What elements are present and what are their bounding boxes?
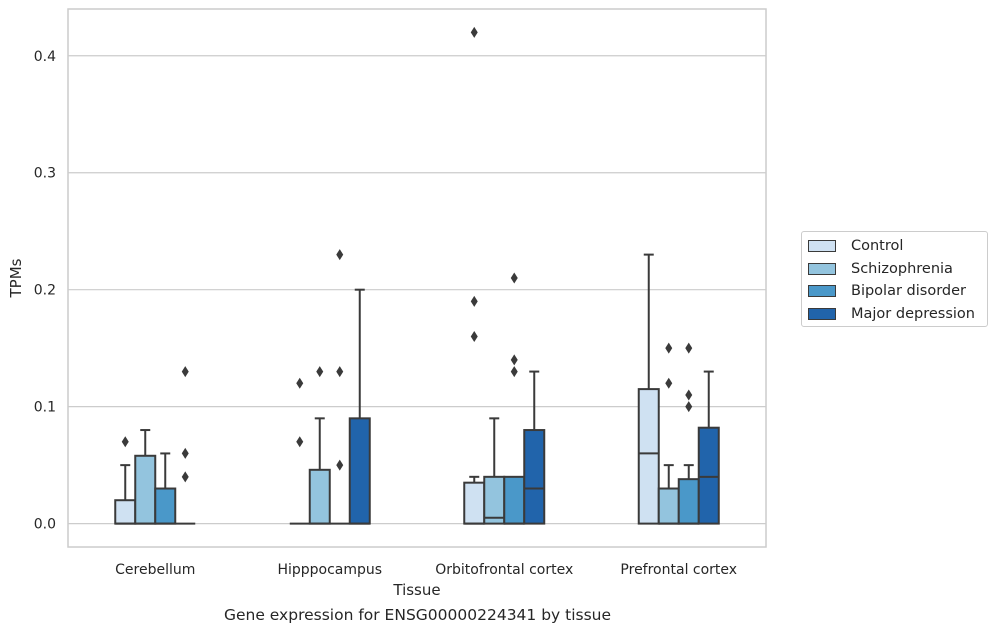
outlier-point (665, 342, 673, 354)
box-control (463, 26, 486, 525)
box-body (637, 388, 660, 525)
outlier-point (336, 459, 344, 471)
box-control (289, 377, 310, 525)
box-bipolar-disorder (677, 342, 700, 525)
outlier-point (685, 342, 693, 354)
box-body (154, 487, 177, 525)
legend-swatch-control (808, 240, 836, 253)
outlier-point (316, 366, 324, 378)
box-schizophrenia (308, 366, 331, 525)
box-body (523, 429, 546, 525)
y-tick-label: 0.2 (34, 283, 56, 299)
legend-label-control: Control (851, 238, 904, 255)
box-bipolar-disorder (503, 272, 526, 525)
legend-label-schizophrenia: Schizophrenia (851, 260, 953, 277)
y-tick-label: 0.3 (34, 166, 56, 182)
box-body (503, 475, 526, 525)
chart-caption: Gene expression for ENSG00000224341 by t… (223, 606, 612, 624)
grid-lines (68, 55, 766, 525)
box-bipolar-disorder (329, 249, 350, 525)
outlier-point (685, 401, 693, 413)
legend-swatch-schizophrenia (808, 262, 836, 275)
x-tick-label: Prefrontal cortex (620, 562, 737, 578)
x-axis-label: Tissue (392, 581, 440, 599)
box-schizophrenia (134, 429, 157, 525)
outlier-point (470, 295, 478, 307)
box-body (677, 478, 700, 525)
outlier-point (181, 471, 189, 483)
y-tick-label: 0.4 (34, 49, 56, 65)
box-body (114, 499, 137, 525)
outlier-point (510, 354, 518, 366)
y-tick-label: 0.0 (34, 517, 56, 533)
box-body (463, 481, 486, 525)
box-schizophrenia (483, 417, 506, 525)
outlier-point (510, 272, 518, 284)
box-control (637, 253, 660, 525)
legend-swatch-major-depression (808, 307, 836, 320)
box-body (348, 417, 371, 525)
box-major-depression (175, 366, 196, 525)
outlier-point (336, 366, 344, 378)
outlier-point (296, 377, 304, 389)
y-tick-label: 0.1 (34, 400, 56, 416)
outlier-point (470, 26, 478, 38)
box-body (134, 454, 157, 525)
outlier-point (665, 377, 673, 389)
y-axis-ticks: 0.0 0.1 0.2 0.3 0.4 (34, 49, 56, 533)
outlier-point (181, 366, 189, 378)
x-tick-label: Orbitofrontal cortex (435, 562, 573, 578)
box-control (114, 436, 137, 525)
outlier-point (510, 366, 518, 378)
box-schizophrenia (657, 342, 680, 525)
legend-label-bipolar-disorder: Bipolar disorder (851, 283, 966, 300)
boxes-layer (114, 26, 720, 525)
box-major-depression (697, 370, 720, 525)
box-bipolar-disorder (154, 452, 177, 525)
box-body (483, 475, 506, 525)
outlier-point (336, 249, 344, 261)
box-body (308, 468, 331, 525)
box-major-depression (348, 288, 371, 525)
legend-item-control: Control (802, 235, 987, 258)
y-axis-label: TPMs (7, 258, 25, 298)
legend: Control Schizophrenia Bipolar disorder M… (801, 231, 988, 327)
plot-frame (67, 8, 767, 548)
outlier-point (296, 436, 304, 448)
legend-item-schizophrenia: Schizophrenia (802, 258, 987, 281)
legend-label-major-depression: Major depression (851, 305, 975, 322)
outlier-point (181, 447, 189, 459)
legend-swatch-bipolar-disorder (808, 285, 836, 298)
box-major-depression (523, 370, 546, 525)
legend-item-major-depression: Major depression (802, 303, 987, 326)
box-body (697, 426, 720, 525)
x-tick-label: Cerebellum (115, 562, 195, 578)
outlier-point (121, 436, 129, 448)
box-body (657, 487, 680, 525)
outlier-point (685, 389, 693, 401)
x-axis-ticks: Cerebellum Hipppocampus Orbitofrontal cort… (115, 562, 737, 578)
legend-item-bipolar-disorder: Bipolar disorder (802, 280, 987, 303)
outlier-point (470, 330, 478, 342)
x-tick-label: Hipppocampus (277, 562, 382, 578)
